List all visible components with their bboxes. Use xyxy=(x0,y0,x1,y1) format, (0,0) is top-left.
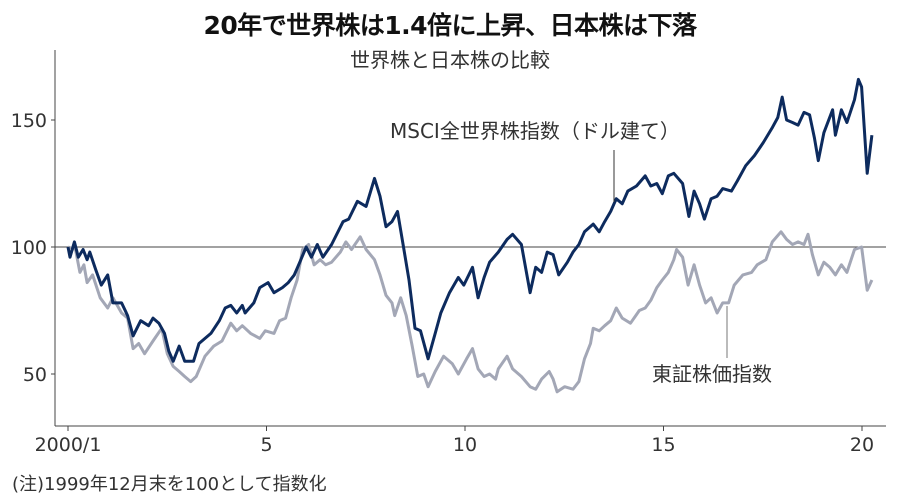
chart-subtitle: 世界株と日本株の比較 xyxy=(350,48,550,72)
x-tick-label: 5 xyxy=(260,434,272,456)
msci-series-label: MSCI全世界株指数（ドル建て） xyxy=(390,119,680,143)
y-tick-label: 150 xyxy=(11,110,47,132)
chart-note: (注)1999年12月末を100として指数化 xyxy=(12,474,327,495)
topix-line xyxy=(67,230,874,394)
x-tick-label: 2000/1 xyxy=(35,434,102,456)
x-tick-label: 10 xyxy=(453,434,477,456)
msci-world-line xyxy=(66,77,874,363)
y-tick-label: 50 xyxy=(23,364,47,386)
topix-series-label: 東証株価指数 xyxy=(652,362,772,386)
x-tick-label: 20 xyxy=(850,434,874,456)
x-tick-label: 15 xyxy=(651,434,675,456)
y-tick-label: 100 xyxy=(11,237,47,259)
chart-title: 20年で世界株は1.4倍に上昇、日本株は下落 xyxy=(203,11,697,40)
